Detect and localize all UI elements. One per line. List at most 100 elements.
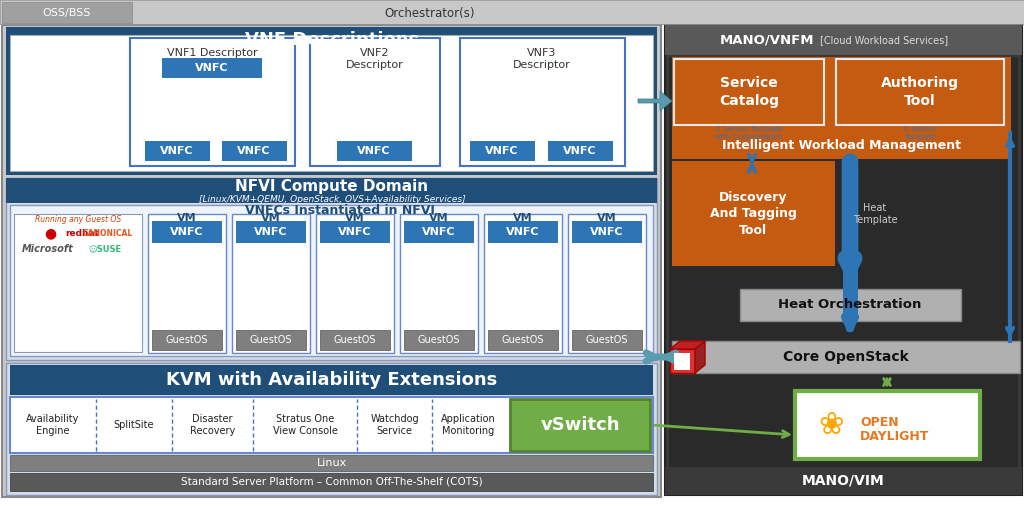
Text: VNFC: VNFC bbox=[196, 63, 228, 73]
Text: Availability
Engine: Availability Engine bbox=[27, 414, 80, 436]
FancyBboxPatch shape bbox=[568, 214, 646, 353]
Text: GuestOS: GuestOS bbox=[586, 335, 629, 345]
Text: OSS/BSS: OSS/BSS bbox=[43, 8, 91, 18]
Text: NFVI Compute Domain: NFVI Compute Domain bbox=[236, 180, 429, 194]
FancyBboxPatch shape bbox=[404, 330, 474, 350]
Text: VNFC: VNFC bbox=[338, 227, 372, 237]
Text: VM: VM bbox=[597, 213, 616, 223]
FancyBboxPatch shape bbox=[672, 341, 1020, 373]
Text: ☺SUSE: ☺SUSE bbox=[88, 244, 122, 254]
Text: VNF Descriptions: VNF Descriptions bbox=[245, 31, 419, 49]
FancyBboxPatch shape bbox=[6, 363, 657, 495]
FancyBboxPatch shape bbox=[222, 141, 287, 161]
Text: MANO/VNFM: MANO/VNFM bbox=[720, 33, 814, 46]
FancyBboxPatch shape bbox=[337, 141, 412, 161]
FancyBboxPatch shape bbox=[316, 214, 394, 353]
FancyBboxPatch shape bbox=[488, 330, 558, 350]
FancyBboxPatch shape bbox=[148, 214, 226, 353]
FancyBboxPatch shape bbox=[795, 391, 980, 459]
FancyBboxPatch shape bbox=[6, 27, 657, 175]
Polygon shape bbox=[670, 341, 705, 349]
FancyBboxPatch shape bbox=[740, 289, 961, 321]
Text: VNFC: VNFC bbox=[357, 146, 391, 156]
Text: VNFC: VNFC bbox=[170, 227, 204, 237]
FancyBboxPatch shape bbox=[572, 221, 642, 243]
FancyBboxPatch shape bbox=[10, 365, 653, 395]
Text: Stratus One
View Console: Stratus One View Console bbox=[272, 414, 338, 436]
Text: redhat: redhat bbox=[65, 229, 99, 238]
Text: DAYLIGHT: DAYLIGHT bbox=[860, 429, 930, 442]
Text: Linux: Linux bbox=[316, 458, 347, 468]
Text: VNFC: VNFC bbox=[254, 227, 288, 237]
FancyBboxPatch shape bbox=[510, 399, 650, 451]
Polygon shape bbox=[695, 341, 705, 373]
FancyBboxPatch shape bbox=[672, 133, 1011, 159]
FancyBboxPatch shape bbox=[232, 214, 310, 353]
Text: VNF2
Descriptor: VNF2 Descriptor bbox=[346, 48, 403, 70]
Text: GuestOS: GuestOS bbox=[166, 335, 208, 345]
Text: VNF3
Descriptor: VNF3 Descriptor bbox=[513, 48, 570, 70]
FancyBboxPatch shape bbox=[672, 161, 835, 266]
FancyBboxPatch shape bbox=[145, 141, 210, 161]
Text: Running any Guest OS: Running any Guest OS bbox=[35, 216, 121, 225]
FancyBboxPatch shape bbox=[236, 330, 306, 350]
FancyBboxPatch shape bbox=[665, 467, 1022, 495]
Text: Heat
Template: Heat Template bbox=[853, 203, 897, 225]
FancyBboxPatch shape bbox=[665, 25, 1022, 55]
Text: Disaster
Recovery: Disaster Recovery bbox=[189, 414, 236, 436]
Text: Discovery
And Tagging
Tool: Discovery And Tagging Tool bbox=[710, 192, 797, 237]
FancyBboxPatch shape bbox=[0, 0, 1024, 24]
FancyBboxPatch shape bbox=[319, 221, 390, 243]
Text: ❀: ❀ bbox=[818, 411, 844, 440]
FancyBboxPatch shape bbox=[843, 159, 858, 321]
Text: VNF1 Descriptor: VNF1 Descriptor bbox=[167, 48, 257, 58]
FancyBboxPatch shape bbox=[672, 57, 1011, 133]
FancyBboxPatch shape bbox=[162, 58, 262, 78]
FancyBboxPatch shape bbox=[665, 23, 1022, 495]
Text: VNFC: VNFC bbox=[506, 227, 540, 237]
FancyBboxPatch shape bbox=[470, 141, 535, 161]
FancyBboxPatch shape bbox=[488, 221, 558, 243]
FancyBboxPatch shape bbox=[460, 38, 625, 166]
Text: VNFCs Instantiated in NFVI: VNFCs Instantiated in NFVI bbox=[245, 204, 435, 217]
Text: GuestOS: GuestOS bbox=[418, 335, 460, 345]
Text: SplitSite: SplitSite bbox=[114, 420, 155, 430]
Text: VNFC: VNFC bbox=[563, 146, 597, 156]
FancyBboxPatch shape bbox=[10, 455, 653, 471]
Text: Standard Server Platform – Common Off-The-Shelf (COTS): Standard Server Platform – Common Off-Th… bbox=[181, 477, 482, 487]
FancyBboxPatch shape bbox=[484, 214, 562, 353]
Text: VM: VM bbox=[177, 213, 197, 223]
FancyBboxPatch shape bbox=[10, 205, 653, 356]
FancyBboxPatch shape bbox=[310, 38, 440, 166]
FancyBboxPatch shape bbox=[10, 35, 653, 171]
Text: VNFC: VNFC bbox=[485, 146, 519, 156]
Polygon shape bbox=[670, 349, 695, 373]
Text: Microsoft: Microsoft bbox=[23, 244, 74, 254]
Text: [Cloud Workload Services]: [Cloud Workload Services] bbox=[820, 35, 948, 45]
Text: MANO/VIM: MANO/VIM bbox=[802, 474, 885, 488]
Text: VNFC: VNFC bbox=[422, 227, 456, 237]
Text: GuestOS: GuestOS bbox=[334, 335, 376, 345]
Text: vSwitch: vSwitch bbox=[541, 416, 620, 434]
Text: KVM with Availability Extensions: KVM with Availability Extensions bbox=[166, 371, 498, 389]
Text: Orchestrator(s): Orchestrator(s) bbox=[385, 6, 475, 19]
FancyBboxPatch shape bbox=[14, 214, 142, 352]
FancyBboxPatch shape bbox=[672, 161, 1011, 273]
Polygon shape bbox=[638, 91, 672, 111]
FancyBboxPatch shape bbox=[6, 178, 657, 360]
Text: Watchdog
Service: Watchdog Service bbox=[371, 414, 419, 436]
Text: Authoring
Tool: Authoring Tool bbox=[881, 77, 959, 108]
Text: OPEN: OPEN bbox=[860, 416, 899, 428]
FancyBboxPatch shape bbox=[10, 473, 653, 491]
Text: VM: VM bbox=[345, 213, 365, 223]
FancyBboxPatch shape bbox=[674, 59, 824, 125]
Text: VM: VM bbox=[513, 213, 532, 223]
Polygon shape bbox=[674, 353, 690, 370]
FancyBboxPatch shape bbox=[6, 178, 657, 203]
Text: VM: VM bbox=[429, 213, 449, 223]
FancyBboxPatch shape bbox=[152, 330, 222, 350]
FancyBboxPatch shape bbox=[400, 214, 478, 353]
FancyBboxPatch shape bbox=[10, 397, 653, 453]
FancyBboxPatch shape bbox=[130, 38, 295, 166]
FancyBboxPatch shape bbox=[319, 330, 390, 350]
